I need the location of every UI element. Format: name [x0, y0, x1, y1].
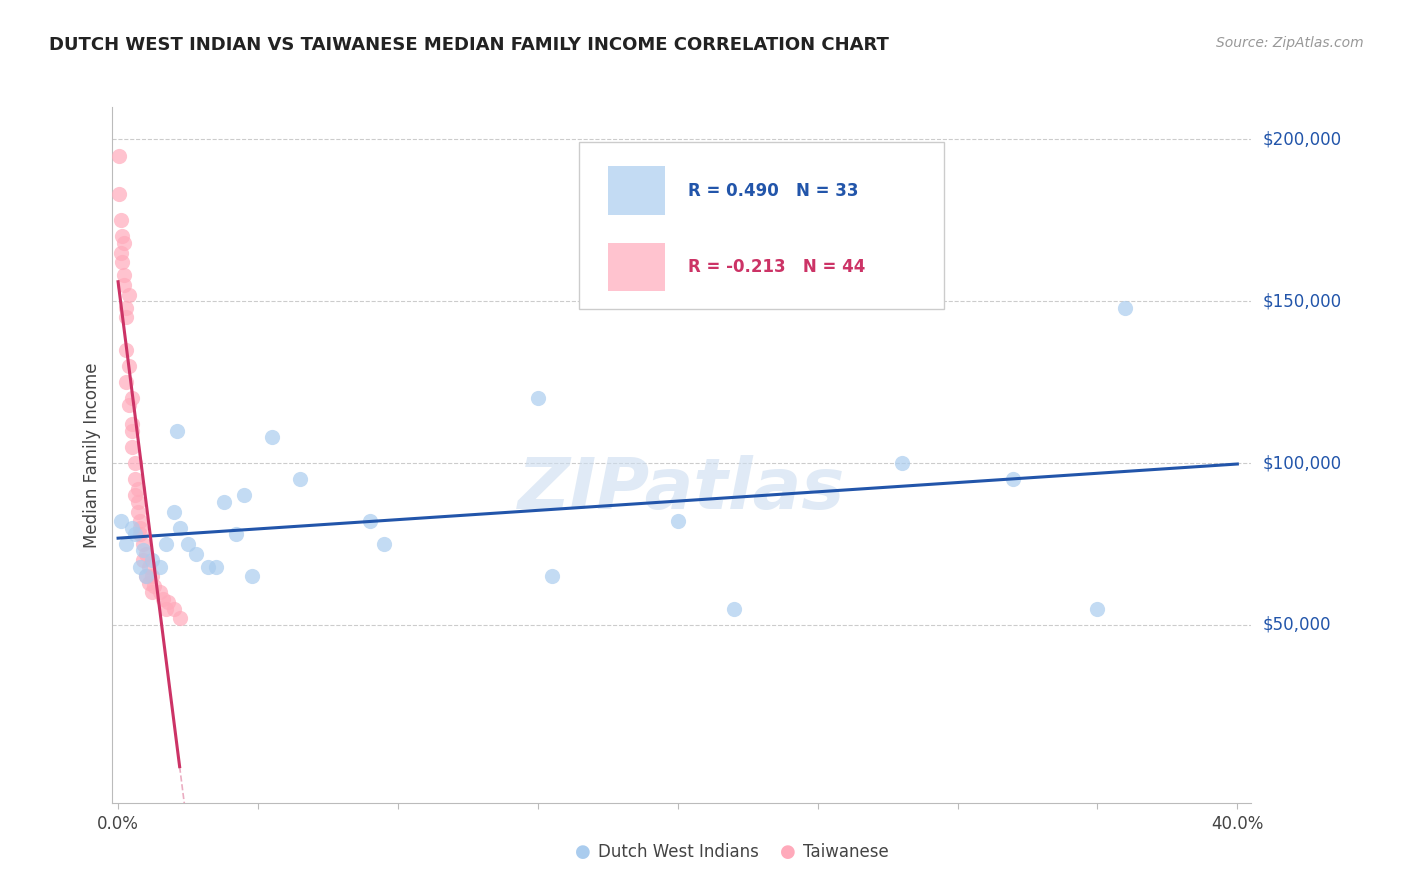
- Point: [166, 424, 188, 438]
- Text: $50,000: $50,000: [1263, 615, 1331, 634]
- Point: [163, 601, 186, 615]
- Point: [111, 255, 134, 269]
- Point: [225, 527, 247, 541]
- Point: [141, 585, 163, 599]
- Point: [169, 611, 191, 625]
- Bar: [607, 166, 665, 215]
- Point: [121, 521, 143, 535]
- Text: $100,000: $100,000: [1263, 454, 1341, 472]
- Point: [155, 601, 177, 615]
- Point: [124, 527, 146, 541]
- Point: [152, 591, 174, 606]
- Point: [108, 148, 131, 162]
- Point: [118, 398, 141, 412]
- Text: ●: ●: [780, 843, 796, 861]
- Text: Taiwanese: Taiwanese: [803, 843, 889, 861]
- Point: [135, 547, 157, 561]
- Point: [135, 569, 157, 583]
- Bar: [607, 243, 665, 292]
- Point: [132, 537, 155, 551]
- Point: [149, 585, 172, 599]
- Text: R = -0.213   N = 44: R = -0.213 N = 44: [688, 258, 865, 276]
- Point: [242, 569, 264, 583]
- Point: [112, 268, 135, 283]
- Point: [118, 287, 141, 301]
- Point: [169, 521, 191, 535]
- Y-axis label: Median Family Income: Median Family Income: [83, 362, 101, 548]
- Point: [127, 495, 149, 509]
- Point: [359, 514, 381, 528]
- Text: $150,000: $150,000: [1263, 293, 1341, 310]
- Point: [141, 569, 163, 583]
- Point: [527, 392, 550, 406]
- Point: [108, 187, 131, 202]
- Point: [115, 375, 138, 389]
- Point: [197, 559, 219, 574]
- Point: [214, 495, 236, 509]
- Point: [110, 514, 132, 528]
- Text: ●: ●: [575, 843, 591, 861]
- Point: [155, 537, 177, 551]
- Point: [723, 601, 745, 615]
- Point: [110, 245, 132, 260]
- Point: [118, 359, 141, 373]
- Point: [129, 559, 152, 574]
- Point: [233, 488, 256, 502]
- Point: [260, 430, 283, 444]
- Point: [205, 559, 228, 574]
- Point: [112, 278, 135, 293]
- Point: [132, 553, 155, 567]
- Point: [124, 472, 146, 486]
- Point: [129, 514, 152, 528]
- Point: [121, 417, 143, 432]
- Text: R = 0.490   N = 33: R = 0.490 N = 33: [688, 182, 858, 200]
- Point: [110, 213, 132, 227]
- Point: [115, 343, 138, 357]
- Point: [132, 543, 155, 558]
- Point: [143, 579, 166, 593]
- Point: [124, 456, 146, 470]
- Point: [129, 521, 152, 535]
- Text: Source: ZipAtlas.com: Source: ZipAtlas.com: [1216, 36, 1364, 50]
- Point: [121, 440, 143, 454]
- Point: [127, 482, 149, 496]
- Point: [121, 424, 143, 438]
- Point: [373, 537, 395, 551]
- Text: ZIPatlas: ZIPatlas: [519, 455, 845, 524]
- Point: [540, 569, 562, 583]
- Point: [135, 569, 157, 583]
- Point: [186, 547, 208, 561]
- Point: [111, 229, 134, 244]
- Point: [127, 504, 149, 518]
- FancyBboxPatch shape: [579, 142, 943, 309]
- Point: [115, 301, 138, 315]
- Point: [890, 456, 912, 470]
- Text: Dutch West Indians: Dutch West Indians: [598, 843, 759, 861]
- Point: [157, 595, 180, 609]
- Point: [288, 472, 311, 486]
- Point: [115, 310, 138, 325]
- Point: [1002, 472, 1025, 486]
- Point: [177, 537, 200, 551]
- Point: [149, 559, 172, 574]
- Point: [112, 235, 135, 250]
- Text: DUTCH WEST INDIAN VS TAIWANESE MEDIAN FAMILY INCOME CORRELATION CHART: DUTCH WEST INDIAN VS TAIWANESE MEDIAN FA…: [49, 36, 889, 54]
- Point: [163, 504, 186, 518]
- Point: [121, 392, 143, 406]
- Point: [124, 488, 146, 502]
- Point: [129, 527, 152, 541]
- Point: [138, 575, 160, 590]
- Text: $200,000: $200,000: [1263, 130, 1341, 148]
- Point: [115, 537, 138, 551]
- Point: [138, 559, 160, 574]
- Point: [666, 514, 689, 528]
- Point: [1114, 301, 1136, 315]
- Point: [141, 553, 163, 567]
- Point: [1087, 601, 1109, 615]
